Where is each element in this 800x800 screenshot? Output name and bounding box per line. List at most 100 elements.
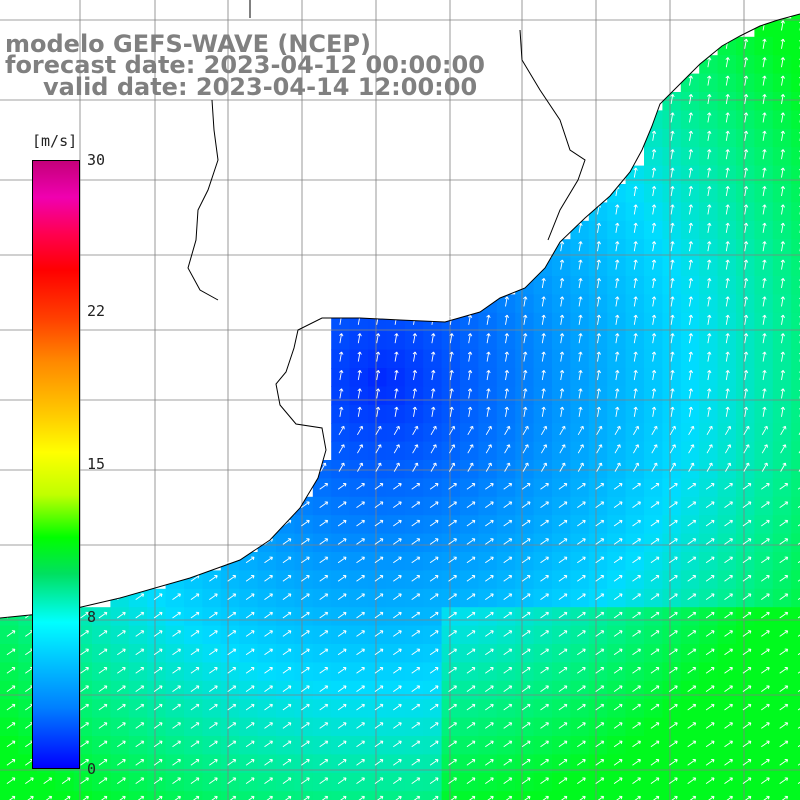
speed-cell — [441, 791, 461, 800]
wind-arrow — [743, 167, 749, 178]
wind-arrow — [743, 149, 749, 160]
colorbar-tick-15: 15 — [87, 455, 106, 473]
speed-cell — [478, 791, 498, 800]
wind-arrow — [541, 277, 546, 289]
wind-arrow — [707, 259, 712, 270]
wind-arrow — [613, 777, 623, 784]
speed-cell — [791, 736, 800, 755]
wind-arrow — [743, 204, 749, 215]
speed-cell — [625, 791, 645, 800]
speed-cell — [184, 791, 203, 800]
wind-arrow — [540, 630, 549, 637]
wind-arrow — [135, 630, 145, 637]
wind-arrow — [209, 593, 218, 600]
wind-arrow — [797, 744, 800, 748]
speed-cell — [791, 496, 800, 516]
speed-cell — [18, 791, 38, 800]
wind-arrow — [559, 425, 566, 436]
wind-arrow — [394, 351, 399, 362]
wind-arrow — [761, 759, 770, 766]
wind-arrow — [650, 556, 660, 564]
wind-arrow — [485, 425, 492, 436]
wind-arrow — [669, 556, 678, 564]
wind-arrow — [779, 685, 789, 692]
wind-arrow — [707, 185, 712, 197]
wind-arrow — [577, 593, 586, 600]
wind-arrow — [559, 444, 566, 454]
wind-arrow — [613, 667, 623, 674]
wind-arrow — [135, 777, 145, 784]
wind-arrow — [448, 777, 457, 784]
wind-arrow — [595, 556, 605, 564]
wind-arrow — [485, 444, 492, 454]
wind-arrow — [742, 777, 752, 784]
wind-arrow — [448, 519, 457, 527]
wind-arrow — [448, 611, 457, 619]
wind-arrow — [670, 369, 675, 381]
wind-arrow — [356, 722, 365, 729]
wind-arrow — [651, 314, 657, 325]
wind-arrow — [742, 703, 752, 711]
wind-arrow — [797, 652, 800, 656]
wind-arrow — [356, 667, 365, 674]
wind-arrow — [117, 759, 126, 766]
wind-arrow — [688, 75, 693, 86]
wind-arrow — [264, 740, 273, 748]
wind-arrow — [393, 740, 402, 748]
wind-arrow — [595, 740, 605, 748]
wind-arrow — [633, 222, 638, 233]
wind-arrow — [431, 333, 436, 344]
wind-arrow — [779, 777, 789, 784]
wind-arrow — [80, 685, 89, 692]
wind-arrow — [487, 795, 494, 800]
wind-arrow — [466, 519, 476, 527]
speed-cell — [294, 791, 314, 800]
wind-arrow — [6, 703, 16, 711]
wind-arrow — [779, 759, 789, 766]
wind-arrow — [429, 483, 439, 490]
wind-arrow — [245, 703, 255, 711]
speed-cell — [423, 791, 443, 800]
wind-arrow — [708, 795, 715, 800]
wind-arrow — [227, 759, 237, 766]
wind-arrow — [393, 630, 402, 637]
wind-arrow — [613, 501, 623, 508]
wind-arrow — [669, 667, 678, 674]
wind-arrow — [98, 703, 108, 711]
wind-arrow — [779, 611, 789, 619]
wind-arrow — [467, 333, 473, 344]
wind-arrow — [688, 204, 693, 215]
wind-arrow — [707, 296, 712, 307]
wind-arrow — [762, 112, 767, 123]
wind-arrow — [82, 795, 89, 800]
speed-cell — [791, 680, 800, 700]
speed-cell — [386, 791, 406, 800]
wind-arrow — [485, 630, 494, 637]
wind-arrow — [743, 444, 750, 454]
wind-arrow — [504, 314, 509, 325]
wind-arrow — [724, 538, 733, 545]
wind-arrow — [614, 425, 621, 436]
wind-arrow — [633, 277, 638, 289]
speed-cell — [0, 791, 19, 800]
wind-arrow — [466, 593, 476, 600]
wind-arrow — [540, 556, 549, 564]
wind-arrow — [742, 556, 752, 564]
wind-arrow — [558, 759, 568, 766]
wind-arrow — [540, 593, 549, 600]
speed-cell — [791, 147, 800, 167]
wind-arrow — [172, 740, 181, 748]
wind-arrow — [503, 483, 513, 490]
wind-arrow — [540, 759, 549, 766]
speed-cell — [791, 294, 800, 314]
wind-arrow — [245, 759, 255, 766]
wind-arrow — [779, 483, 789, 490]
wind-arrow — [117, 703, 126, 711]
wind-arrow — [651, 149, 657, 160]
wind-arrow — [633, 167, 638, 178]
wind-arrow — [595, 703, 605, 711]
wind-arrow — [779, 703, 789, 711]
colorbar-tick-0: 0 — [87, 760, 97, 778]
wind-arrow — [172, 593, 181, 600]
wind-arrow — [780, 369, 785, 381]
